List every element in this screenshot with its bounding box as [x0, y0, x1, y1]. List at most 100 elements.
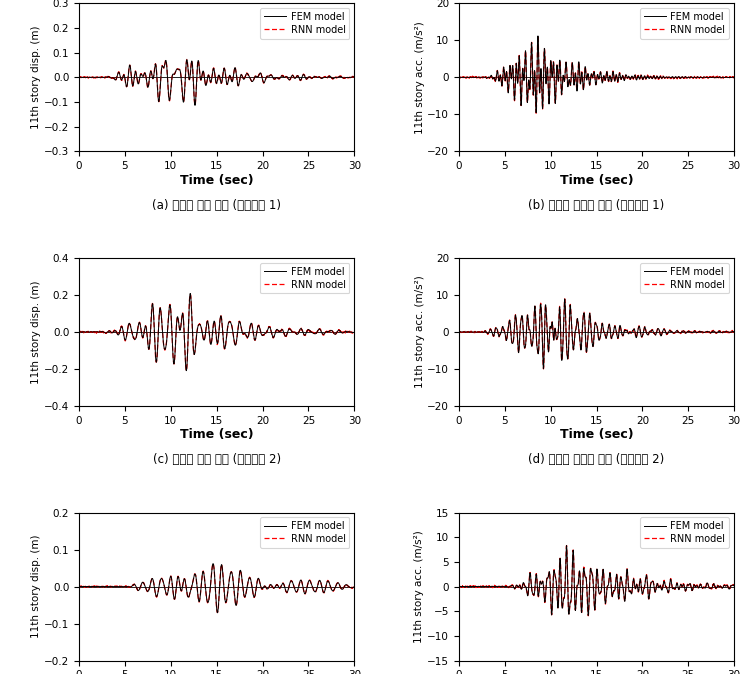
- FEM model: [75, 328, 84, 336]
- FEM model: [587, 567, 596, 575]
- FEM model: [584, 611, 593, 619]
- X-axis label: Time (sec): Time (sec): [559, 174, 633, 187]
- FEM model: [564, 608, 573, 616]
- FEM model: [533, 32, 542, 40]
- RNN model: [184, 72, 194, 80]
- RNN model: [621, 71, 630, 79]
- FEM model: [186, 289, 195, 297]
- X-axis label: Time (sec): Time (sec): [180, 429, 254, 441]
- RNN model: [730, 328, 739, 336]
- RNN model: [587, 69, 596, 78]
- RNN model: [209, 559, 218, 568]
- Line: FEM model: FEM model: [79, 563, 355, 613]
- FEM model: [166, 302, 175, 310]
- Line: FEM model: FEM model: [79, 293, 355, 371]
- RNN model: [532, 109, 541, 117]
- RNN model: [718, 73, 727, 82]
- Y-axis label: 11th story disp. (m): 11th story disp. (m): [32, 280, 41, 384]
- Line: RNN model: RNN model: [79, 59, 355, 105]
- FEM model: [564, 78, 573, 86]
- FEM model: [718, 584, 727, 592]
- Line: RNN model: RNN model: [459, 545, 734, 616]
- FEM model: [350, 582, 359, 590]
- FEM model: [532, 109, 541, 117]
- RNN model: [587, 567, 596, 575]
- RNN model: [130, 76, 139, 84]
- FEM model: [730, 582, 739, 590]
- FEM model: [718, 73, 727, 82]
- RNN model: [621, 578, 630, 586]
- FEM model: [75, 73, 84, 82]
- RNN model: [533, 32, 542, 40]
- FEM model: [130, 76, 139, 84]
- Text: (c) 최상층 변위 비교 (진진하중 2): (c) 최상층 변위 비교 (진진하중 2): [153, 454, 281, 466]
- Legend: FEM model, RNN model: FEM model, RNN model: [261, 8, 349, 39]
- RNN model: [509, 84, 518, 92]
- FEM model: [560, 295, 569, 303]
- RNN model: [509, 584, 518, 592]
- RNN model: [509, 333, 518, 341]
- Text: (a) 최상층 변위 비교 (진진하중 1): (a) 최상층 변위 비교 (진진하중 1): [152, 199, 281, 212]
- FEM model: [546, 322, 555, 330]
- FEM model: [184, 315, 194, 323]
- RNN model: [75, 328, 84, 336]
- Legend: FEM model, RNN model: FEM model, RNN model: [261, 263, 349, 293]
- Y-axis label: 11th story disp. (m): 11th story disp. (m): [32, 26, 41, 129]
- FEM model: [207, 76, 216, 84]
- RNN model: [166, 91, 175, 99]
- RNN model: [130, 580, 139, 588]
- Y-axis label: 11th story acc. (m/s²): 11th story acc. (m/s²): [415, 276, 425, 388]
- FEM model: [718, 328, 727, 336]
- FEM model: [454, 328, 463, 336]
- RNN model: [454, 582, 463, 590]
- RNN model: [584, 612, 593, 620]
- RNN model: [564, 342, 573, 350]
- Line: FEM model: FEM model: [79, 59, 355, 105]
- FEM model: [213, 609, 222, 617]
- RNN model: [718, 329, 727, 337]
- RNN model: [730, 74, 739, 82]
- RNN model: [213, 609, 222, 617]
- FEM model: [454, 582, 463, 590]
- Legend: FEM model, RNN model: FEM model, RNN model: [640, 263, 730, 293]
- FEM model: [182, 55, 191, 63]
- Legend: FEM model, RNN model: FEM model, RNN model: [640, 8, 730, 39]
- FEM model: [587, 329, 596, 337]
- FEM model: [209, 559, 218, 568]
- RNN model: [182, 55, 191, 63]
- Y-axis label: 11th story acc. (m/s²): 11th story acc. (m/s²): [414, 530, 425, 643]
- RNN model: [207, 76, 216, 84]
- RNN model: [564, 609, 573, 617]
- RNN model: [621, 327, 630, 335]
- FEM model: [509, 583, 518, 591]
- RNN model: [242, 588, 251, 596]
- FEM model: [564, 342, 573, 350]
- RNN model: [166, 302, 175, 310]
- RNN model: [562, 541, 571, 549]
- RNN model: [75, 73, 84, 81]
- Line: RNN model: RNN model: [459, 299, 734, 369]
- Line: FEM model: FEM model: [459, 36, 734, 113]
- RNN model: [350, 582, 359, 590]
- FEM model: [730, 328, 739, 336]
- FEM model: [337, 329, 346, 337]
- RNN model: [242, 71, 251, 79]
- RNN model: [337, 585, 346, 593]
- RNN model: [560, 295, 569, 303]
- FEM model: [184, 73, 194, 81]
- Y-axis label: 11th story disp. (m): 11th story disp. (m): [32, 534, 41, 638]
- RNN model: [184, 314, 194, 322]
- FEM model: [337, 585, 346, 593]
- RNN model: [350, 328, 359, 336]
- RNN model: [207, 338, 216, 346]
- RNN model: [130, 334, 139, 342]
- FEM model: [350, 73, 359, 81]
- FEM model: [621, 578, 630, 586]
- RNN model: [546, 580, 555, 588]
- RNN model: [337, 328, 346, 336]
- RNN model: [454, 72, 463, 80]
- Y-axis label: 11th story acc. (m/s²): 11th story acc. (m/s²): [415, 21, 425, 133]
- FEM model: [130, 580, 139, 588]
- FEM model: [621, 71, 630, 79]
- RNN model: [207, 572, 216, 580]
